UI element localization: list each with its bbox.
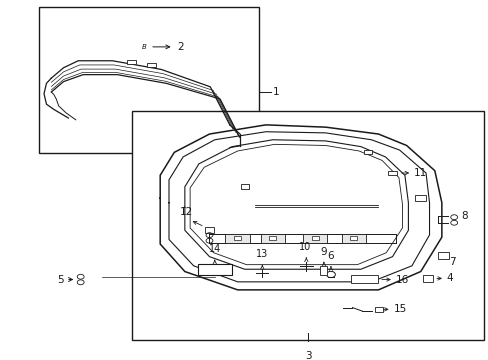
- Text: 8: 8: [461, 211, 467, 221]
- Bar: [387, 171, 397, 175]
- Text: 10: 10: [299, 242, 311, 252]
- Bar: [240, 184, 248, 189]
- Bar: [422, 275, 432, 282]
- Bar: [204, 227, 214, 233]
- Text: 16: 16: [395, 275, 408, 284]
- Text: 6: 6: [327, 251, 334, 261]
- Bar: [302, 234, 327, 243]
- Text: B: B: [142, 44, 146, 50]
- Bar: [375, 307, 383, 312]
- Text: 12: 12: [180, 207, 193, 217]
- Bar: [127, 60, 136, 64]
- Text: 5: 5: [57, 275, 63, 284]
- Bar: [225, 234, 249, 243]
- Bar: [146, 63, 155, 67]
- Text: 2: 2: [177, 42, 183, 52]
- Text: 1: 1: [272, 86, 279, 96]
- Bar: [320, 266, 326, 275]
- Bar: [269, 236, 276, 240]
- Bar: [341, 234, 366, 243]
- Text: 14: 14: [208, 244, 221, 254]
- Bar: [437, 252, 448, 259]
- Text: 9: 9: [320, 247, 326, 257]
- Bar: [350, 236, 357, 240]
- Bar: [363, 150, 371, 154]
- Bar: [350, 275, 377, 283]
- Text: 11: 11: [413, 168, 427, 178]
- Bar: [132, 111, 483, 340]
- Text: 4: 4: [446, 273, 452, 283]
- Bar: [234, 236, 241, 240]
- Text: 3: 3: [304, 351, 311, 360]
- Bar: [414, 195, 425, 201]
- Text: 15: 15: [393, 304, 406, 314]
- Text: 13: 13: [256, 249, 268, 259]
- Bar: [260, 234, 285, 243]
- Bar: [197, 264, 231, 275]
- Bar: [39, 7, 259, 153]
- Text: 7: 7: [448, 257, 455, 267]
- Bar: [311, 236, 318, 240]
